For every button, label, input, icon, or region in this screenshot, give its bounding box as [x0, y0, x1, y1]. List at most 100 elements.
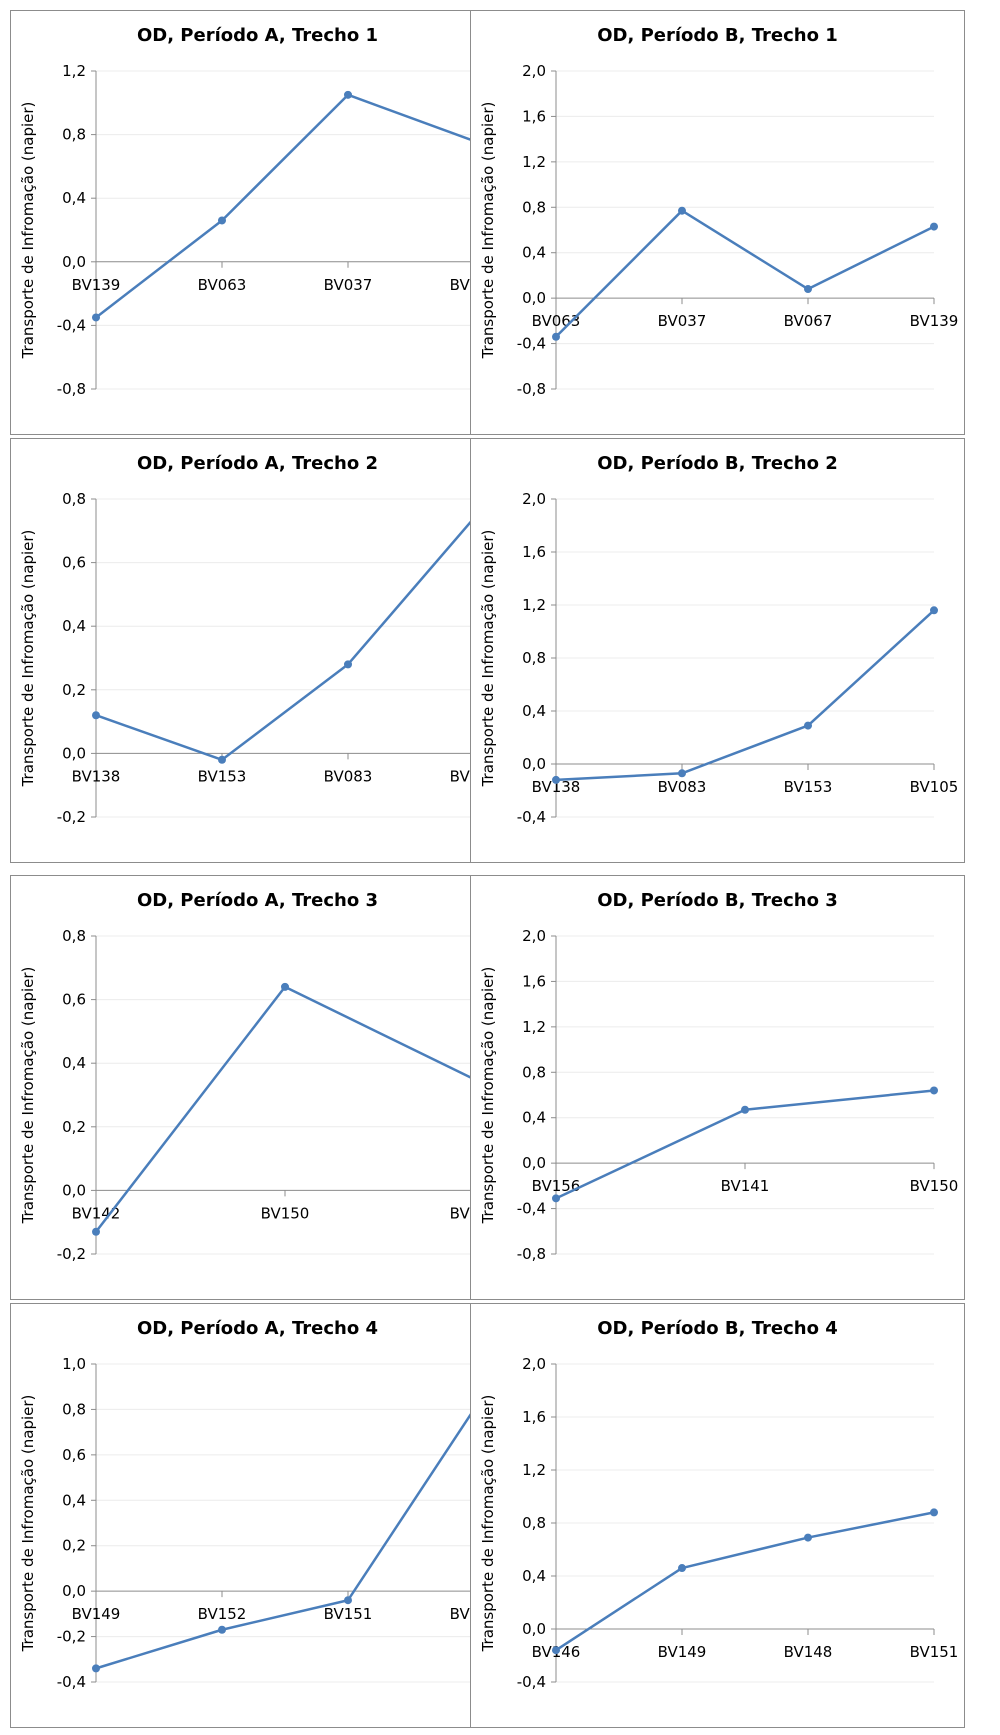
y-tick-label: 0,4	[522, 244, 546, 262]
y-axis-label: Transporte de Infromação (napier)	[19, 102, 37, 360]
y-tick-label: -0,2	[57, 1245, 86, 1263]
x-tick-label: BV152	[198, 1605, 247, 1623]
y-tick-label: -0,8	[57, 380, 86, 398]
x-tick-label: BV083	[324, 767, 373, 785]
y-tick-label: 1,6	[522, 972, 546, 990]
data-point	[92, 1664, 100, 1673]
y-axis-label: Transporte de Infromação (napier)	[479, 967, 497, 1225]
chart-panel-a2: OD, Período A, Trecho 2 Transporte de Inf…	[10, 438, 505, 863]
data-point	[344, 90, 352, 99]
data-point	[804, 1533, 812, 1542]
data-point	[804, 285, 812, 294]
y-tick-label: 0,6	[62, 554, 86, 572]
y-tick-label: 1,2	[522, 1461, 546, 1479]
data-point	[552, 332, 560, 341]
y-tick-label: -0,4	[517, 808, 546, 826]
x-tick-label: BV139	[72, 276, 121, 294]
y-tick-label: 0,0	[522, 1620, 546, 1638]
data-point	[552, 1194, 560, 1203]
series-line	[95, 93, 475, 319]
y-tick-label: 1,2	[62, 62, 86, 80]
chart-title: OD, Período B, Trecho 1	[597, 25, 838, 46]
y-tick-label: -0,4	[517, 1200, 546, 1218]
chart-title: OD, Período A, Trecho 3	[137, 890, 378, 911]
x-tick-label: BV153	[784, 778, 833, 796]
data-point	[804, 721, 812, 730]
data-point	[930, 1086, 938, 1095]
y-tick-label: 0,2	[62, 1537, 86, 1555]
chart-panel-a4: OD, Período A, Trecho 4 Transporte de Inf…	[10, 1303, 505, 1728]
x-tick-label: BV037	[324, 276, 373, 294]
data-point	[344, 1596, 352, 1605]
y-tick-label: -0,8	[517, 1245, 546, 1263]
chart-panel-b3: OD, Período B, Trecho 3 Transporte de Inf…	[470, 875, 965, 1300]
x-tick-label: BV037	[658, 312, 707, 330]
data-point	[218, 1625, 226, 1634]
y-tick-label: 0,8	[62, 126, 86, 144]
y-tick-label: 0,2	[62, 1118, 86, 1136]
series-line	[555, 1511, 935, 1652]
y-tick-label: 2,0	[522, 62, 546, 80]
y-tick-label: 0,4	[522, 1109, 546, 1127]
data-point	[92, 1227, 100, 1236]
y-tick-label: 0,8	[522, 649, 546, 667]
chart-svg: OD, Período A, Trecho 2 Transporte de Inf…	[19, 453, 498, 826]
data-point	[552, 1646, 560, 1655]
y-tick-label: 1,0	[62, 1355, 86, 1373]
x-tick-label: BV138	[532, 778, 581, 796]
y-tick-label: 0,8	[522, 198, 546, 216]
y-tick-label: 0,0	[522, 289, 546, 307]
x-tick-label: BV153	[198, 767, 247, 785]
y-tick-label: 0,0	[62, 1181, 86, 1199]
y-axis-label: Transporte de Infromação (napier)	[19, 967, 37, 1225]
data-point	[930, 1508, 938, 1517]
series-line	[555, 209, 935, 338]
chart-panel-b2: OD, Período B, Trecho 2 Transporte de Inf…	[470, 438, 965, 863]
chart-panel-b4: OD, Período B, Trecho 4 Transporte de Inf…	[470, 1303, 965, 1728]
y-axis-label: Transporte de Infromação (napier)	[19, 1395, 37, 1653]
y-axis-label: Transporte de Infromação (napier)	[479, 102, 497, 360]
chart-svg: OD, Período A, Trecho 3 Transporte de Inf…	[19, 890, 498, 1263]
chart-title: OD, Período A, Trecho 4	[137, 1318, 378, 1339]
data-point	[678, 769, 686, 778]
chart-panel-b1: OD, Período B, Trecho 1 Transporte de Inf…	[470, 10, 965, 435]
series-line	[555, 609, 935, 782]
y-tick-label: -0,4	[517, 335, 546, 353]
x-tick-label: BV149	[72, 1605, 121, 1623]
y-tick-label: 0,0	[62, 253, 86, 271]
chart-panel-a3: OD, Período A, Trecho 3 Transporte de Inf…	[10, 875, 505, 1300]
y-tick-label: 0,0	[522, 1154, 546, 1172]
y-tick-label: 1,2	[522, 153, 546, 171]
y-tick-label: 0,4	[522, 702, 546, 720]
y-tick-label: 0,8	[522, 1063, 546, 1081]
chart-title: OD, Período B, Trecho 4	[597, 1318, 838, 1339]
y-tick-label: 0,8	[62, 1400, 86, 1418]
x-tick-label: BV138	[72, 767, 121, 785]
data-point	[552, 775, 560, 784]
chart-svg: OD, Período B, Trecho 3 Transporte de Inf…	[479, 890, 959, 1263]
data-point	[741, 1105, 749, 1114]
x-tick-label: BV141	[721, 1177, 770, 1195]
chart-title: OD, Período B, Trecho 2	[597, 453, 838, 474]
y-tick-label: 0,4	[522, 1567, 546, 1585]
x-tick-label: BV105	[910, 778, 959, 796]
chart-svg: OD, Período B, Trecho 4 Transporte de Inf…	[479, 1318, 959, 1691]
chart-svg: OD, Período B, Trecho 1 Transporte de Inf…	[479, 25, 958, 398]
series-line	[95, 1408, 476, 1670]
y-tick-label: -0,2	[57, 808, 86, 826]
chart-title: OD, Período A, Trecho 1	[137, 25, 378, 46]
y-tick-label: 0,4	[62, 617, 86, 635]
x-tick-label: BV083	[658, 778, 707, 796]
data-point	[678, 206, 686, 215]
y-tick-label: -0,4	[517, 1673, 546, 1691]
y-tick-label: 0,8	[522, 1514, 546, 1532]
x-tick-label: BV142	[72, 1204, 121, 1222]
x-tick-label: BV148	[784, 1643, 833, 1661]
y-tick-label: 0,4	[62, 1491, 86, 1509]
y-tick-label: 0,6	[62, 1446, 86, 1464]
x-tick-label: BV150	[910, 1177, 959, 1195]
data-point	[930, 222, 938, 231]
x-tick-label: BV151	[910, 1643, 959, 1661]
chart-svg: OD, Período A, Trecho 4 Transporte de Inf…	[19, 1318, 498, 1691]
data-point	[930, 606, 938, 615]
